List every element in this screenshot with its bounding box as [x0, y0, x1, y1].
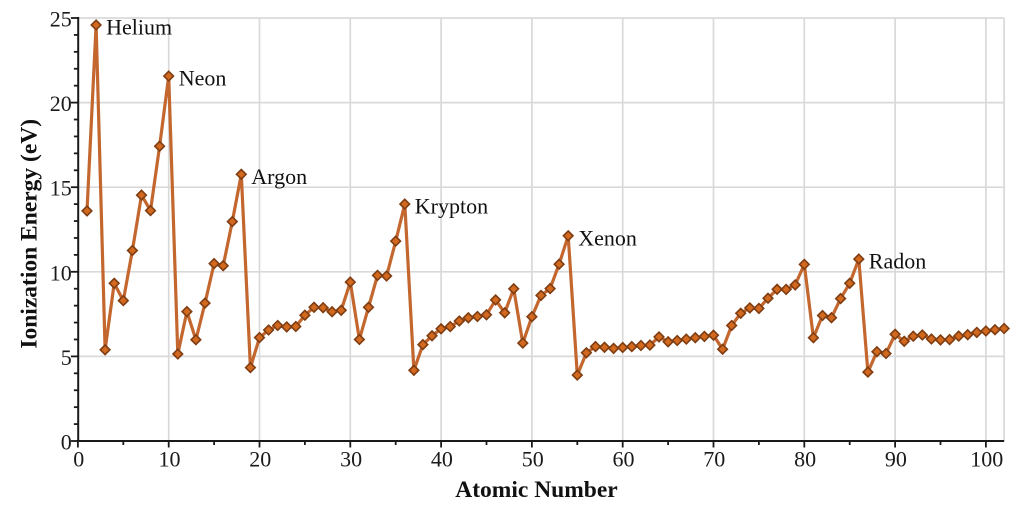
svg-text:50: 50 — [522, 447, 544, 472]
svg-text:5: 5 — [61, 345, 72, 370]
svg-text:Radon: Radon — [869, 249, 926, 274]
svg-text:Neon: Neon — [179, 66, 227, 91]
svg-text:Ionization Energy (eV): Ionization Energy (eV) — [16, 119, 42, 349]
svg-text:10: 10 — [159, 447, 181, 472]
svg-text:0: 0 — [73, 447, 84, 472]
svg-text:20: 20 — [50, 91, 72, 116]
svg-text:60: 60 — [613, 447, 635, 472]
svg-text:Atomic Number: Atomic Number — [455, 477, 618, 503]
svg-text:10: 10 — [50, 260, 72, 285]
svg-text:90: 90 — [885, 447, 907, 472]
svg-text:Helium: Helium — [106, 15, 172, 40]
svg-text:0: 0 — [61, 430, 72, 455]
svg-text:100: 100 — [970, 447, 1003, 472]
svg-text:80: 80 — [794, 447, 816, 472]
svg-text:Xenon: Xenon — [578, 225, 637, 250]
svg-text:15: 15 — [50, 176, 72, 201]
svg-text:25: 25 — [50, 7, 72, 32]
svg-text:Krypton: Krypton — [415, 194, 488, 219]
svg-text:Argon: Argon — [251, 164, 307, 189]
svg-text:40: 40 — [431, 447, 453, 472]
svg-text:20: 20 — [249, 447, 271, 472]
svg-text:70: 70 — [703, 447, 725, 472]
svg-text:30: 30 — [340, 447, 362, 472]
